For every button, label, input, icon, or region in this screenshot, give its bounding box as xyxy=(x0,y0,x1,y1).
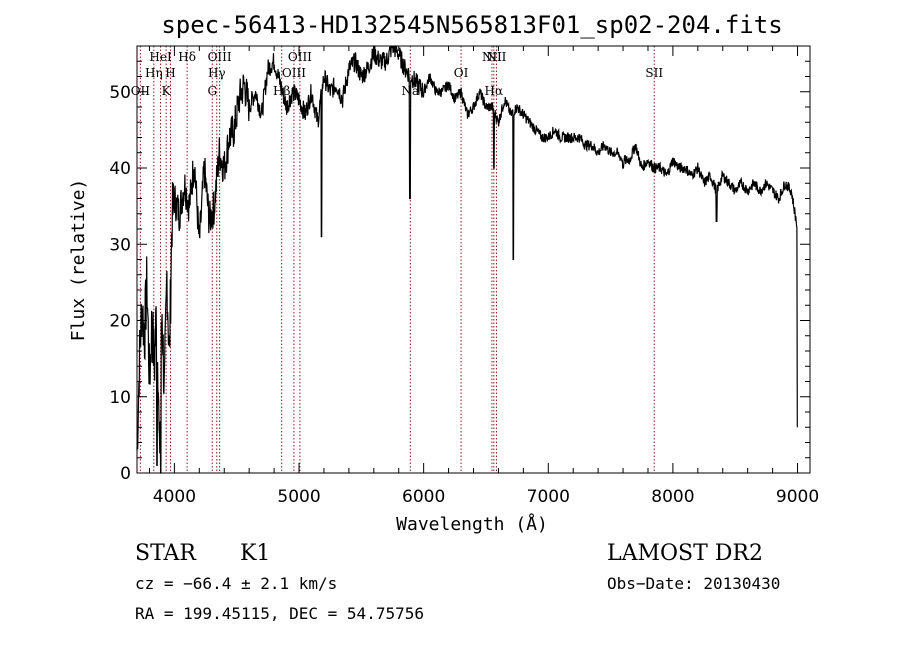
spectral-line-label: Hγ xyxy=(208,66,226,80)
x-tick-label: 7000 xyxy=(527,487,570,507)
spectral-line-label: OIII xyxy=(288,50,312,64)
x-tick-label: 4000 xyxy=(153,487,196,507)
object-class: STAR xyxy=(135,541,197,566)
x-axis-ticks: 4000 5000 6000 7000 8000 9000 xyxy=(148,46,819,507)
spectral-line-label: NII xyxy=(486,50,506,64)
object-subclass: K1 xyxy=(240,541,270,566)
spectral-line-label: OI xyxy=(454,66,469,80)
y-tick-label: 10 xyxy=(109,388,131,408)
observation-date: Obs−Date: 20130430 xyxy=(607,574,780,593)
spectral-line-label: Hδ xyxy=(178,50,196,64)
x-tick-label: 8000 xyxy=(651,487,694,507)
spectral-line-label: H xyxy=(165,66,175,80)
survey-name: LAMOST DR2 xyxy=(607,541,763,566)
spectral-line-label: Hα xyxy=(485,84,504,98)
spectral-line-markers xyxy=(139,46,655,473)
y-tick-label: 0 xyxy=(120,464,131,484)
y-tick-label: 20 xyxy=(109,312,131,332)
y-axis-label: Flux (relative) xyxy=(68,179,89,342)
y-tick-label: 40 xyxy=(109,159,131,179)
x-tick-label: 5000 xyxy=(277,487,320,507)
y-tick-label: 30 xyxy=(109,235,131,255)
spectral-line-label: OIII xyxy=(208,50,232,64)
redshift-velocity: cz = −66.4 ± 2.1 km/s xyxy=(135,574,337,593)
spectral-line-label: Hη xyxy=(145,66,163,80)
spectral-line-label: OII xyxy=(131,84,151,98)
coordinates: RA = 199.45115, DEC = 54.75756 xyxy=(135,604,424,623)
x-tick-label: 9000 xyxy=(776,487,819,507)
spectral-line-labels: OIIHηHeIKHHδGHγOIIIHβOIIIOIIINaOINIIHαNI… xyxy=(131,50,664,98)
spectrum-series-line xyxy=(136,45,798,474)
spectral-line-label: K xyxy=(162,84,172,98)
x-tick-label: 6000 xyxy=(402,487,445,507)
y-tick-label: 50 xyxy=(109,83,131,103)
chart-title: spec-56413-HD132545N565813F01_sp02-204.f… xyxy=(161,11,782,39)
spectral-line-label: NII xyxy=(482,50,502,64)
spectral-line-label: SII xyxy=(645,66,663,80)
x-axis-label: Wavelength (Å) xyxy=(396,513,548,535)
y-axis-ticks: 0 10 20 30 40 50 xyxy=(109,60,810,484)
plot-frame xyxy=(136,45,811,474)
spectral-line-label: HeI xyxy=(149,50,172,64)
spectral-line-label: G xyxy=(207,84,217,98)
spectral-line-label: OIII xyxy=(282,66,306,80)
